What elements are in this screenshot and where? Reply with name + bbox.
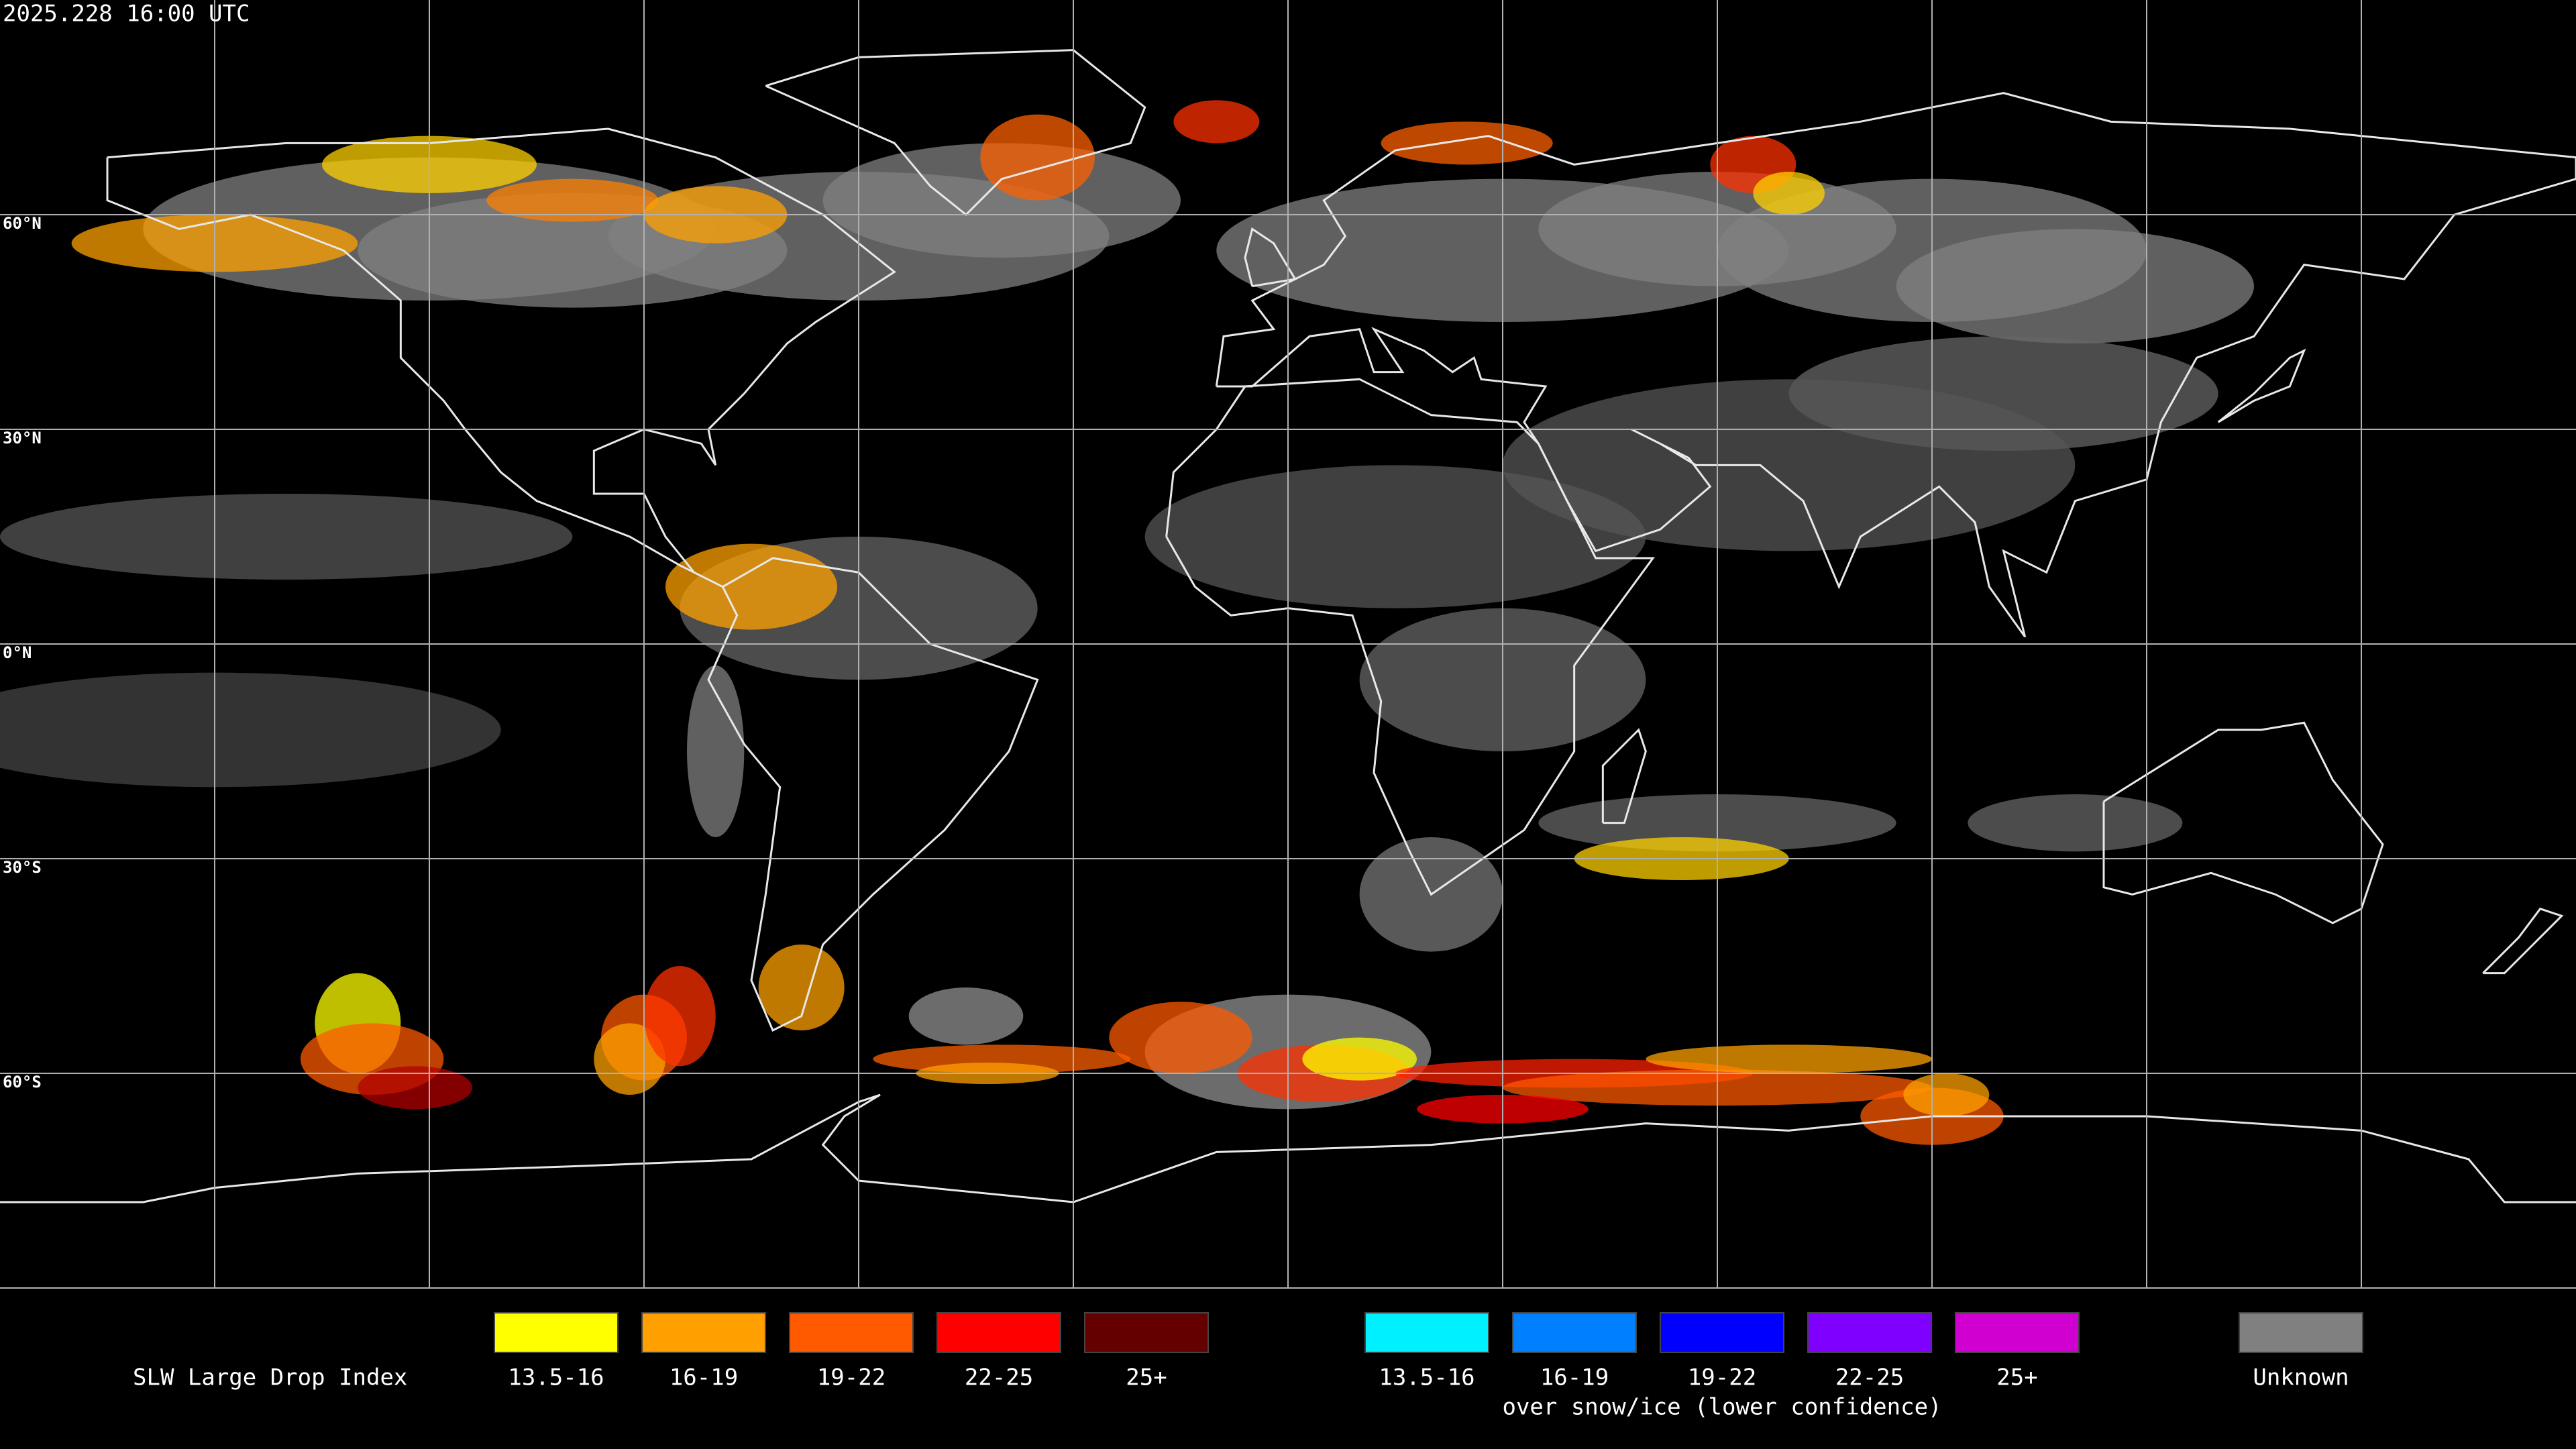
legend: SLW Large Drop Index 13.5-16 16-19 19-22 22-…	[133, 1312, 2363, 1421]
cloud-patch	[758, 944, 845, 1031]
latitude-label: 60°S	[3, 1073, 42, 1091]
coastline	[0, 1093, 2576, 1203]
timestamp: 2025.228 16:00 UTC	[3, 1, 250, 28]
legend-label: 22-25	[1835, 1364, 1904, 1391]
legend-title: SLW Large Drop Index	[133, 1364, 407, 1391]
cloud-patch	[1144, 465, 1646, 608]
coastline	[2482, 907, 2564, 975]
cloud-patch	[1173, 100, 1260, 144]
cloud-patch	[486, 178, 659, 222]
cloud-patch	[594, 1023, 666, 1095]
coastline	[1215, 92, 2576, 638]
coastline	[707, 557, 1039, 1032]
legend-swatch	[1364, 1312, 1489, 1353]
legend-swatch	[2239, 1312, 2363, 1353]
legend-label: 13.5-16	[1379, 1364, 1474, 1391]
cloud-patch	[686, 665, 745, 838]
legend-label: Unknown	[2253, 1364, 2349, 1391]
cloud-patch	[908, 987, 1024, 1045]
latitude-label: 30°S	[3, 858, 42, 877]
graticule	[0, 0, 2576, 1289]
coastline	[765, 49, 1146, 217]
cloud-patch	[665, 543, 838, 630]
latitude-label: 0°N	[3, 643, 32, 662]
legend-label: 25+	[1996, 1364, 2037, 1391]
cloud-patch	[1302, 1037, 1417, 1081]
cloud-patch	[358, 1066, 473, 1110]
legend-swatch	[1660, 1312, 1784, 1353]
legend-swatch	[1955, 1312, 2080, 1353]
cloud-patch	[0, 672, 501, 788]
cloud-patch	[1753, 171, 1825, 215]
legend-label: 22-25	[965, 1364, 1033, 1391]
cloud-patch	[0, 494, 573, 580]
legend-swatch	[1512, 1312, 1637, 1353]
legend-label: 19-22	[817, 1364, 885, 1391]
coastline	[1601, 728, 1647, 824]
cloud-patch	[1903, 1073, 1990, 1117]
legend-swatch	[1084, 1312, 1209, 1353]
legend-label: 19-22	[1688, 1364, 1756, 1391]
coastline	[2217, 348, 2306, 423]
cloud-patch	[643, 965, 716, 1067]
coastlines	[0, 49, 2576, 1203]
legend-label: 13.5-16	[508, 1364, 604, 1391]
legend-caption: over snow/ice (lower confidence)	[1502, 1394, 1941, 1421]
legend-label: 16-19	[1540, 1364, 1609, 1391]
latitude-label: 30°N	[3, 429, 42, 447]
legend-swatch	[494, 1312, 619, 1353]
cloud-patch	[1381, 121, 1553, 165]
latitude-label: 60°N	[3, 214, 42, 233]
legend-label: 16-19	[669, 1364, 738, 1391]
cloud-patch	[1646, 1044, 1933, 1074]
legend-swatch	[641, 1312, 766, 1353]
cloud-patch	[980, 114, 1095, 201]
cloud-patch	[1968, 794, 2183, 852]
legend-swatch	[789, 1312, 914, 1353]
coastline	[1165, 378, 1655, 896]
legend-swatch	[1807, 1312, 1932, 1353]
coastline	[2102, 721, 2384, 924]
cloud-patch	[1896, 229, 2255, 344]
cloud-patch	[1109, 1002, 1252, 1074]
legend-swatch	[936, 1312, 1061, 1353]
legend-label: 25+	[1126, 1364, 1167, 1391]
